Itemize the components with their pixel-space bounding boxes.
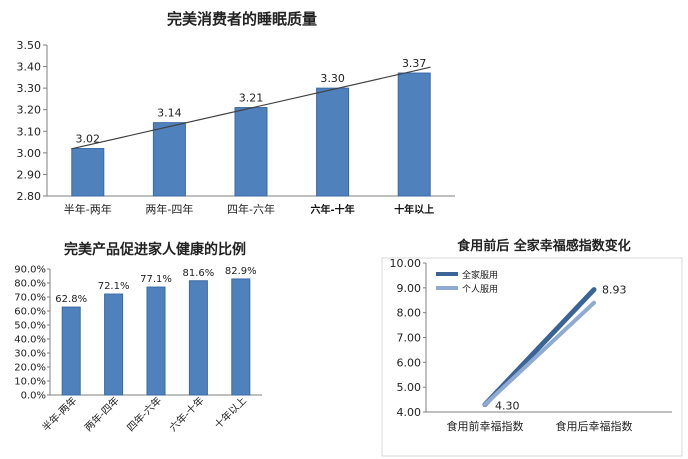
data-label: 8.93 bbox=[602, 284, 627, 297]
data-label: 77.1% bbox=[140, 274, 172, 285]
x-tick-label: 十年以上 bbox=[394, 203, 434, 216]
y-tick-label: 3.30 bbox=[17, 82, 42, 95]
y-tick-label: 9.00 bbox=[397, 282, 422, 295]
x-tick-label: 两年-四年 bbox=[82, 394, 122, 434]
chart-title: 完美产品促进家人健康的比例 bbox=[64, 241, 246, 258]
y-tick-label: 70.0% bbox=[14, 293, 46, 304]
data-label: 62.8% bbox=[55, 294, 87, 305]
y-tick-label: 4.00 bbox=[397, 406, 422, 419]
bar bbox=[152, 122, 186, 197]
y-tick-label: 6.00 bbox=[397, 356, 422, 369]
x-tick-label: 六年-十年 bbox=[166, 394, 206, 434]
y-tick-label: 3.20 bbox=[17, 104, 42, 117]
x-tick-label: 半年-两年 bbox=[64, 202, 112, 216]
data-label: 72.1% bbox=[98, 281, 130, 292]
bar bbox=[188, 280, 208, 396]
y-tick-label: 80.0% bbox=[14, 279, 46, 290]
chart-frame bbox=[381, 257, 683, 457]
trendline bbox=[71, 66, 431, 150]
family-health-ratio-chart: 完美产品促进家人健康的比例 0.0% 10.0% 20.0% 30.0% 40.0% 50… bbox=[14, 241, 262, 434]
y-tick-label: 10.00 bbox=[390, 257, 422, 270]
y-tick-label: 8.00 bbox=[397, 307, 422, 320]
data-label: 4.30 bbox=[495, 400, 520, 413]
bar bbox=[234, 107, 268, 197]
bar bbox=[231, 278, 251, 396]
bar bbox=[71, 148, 105, 197]
bar bbox=[146, 286, 166, 396]
y-tick-label: 90.0% bbox=[14, 265, 46, 276]
y-tick-label: 3.40 bbox=[17, 61, 42, 74]
y-tick-label: 10.0% bbox=[14, 377, 46, 388]
happiness-index-chart: 食用前后 全家幸福感指数变化 4.00 5.00 6.00 7.00 8.00 9.00 1… bbox=[381, 238, 683, 457]
bar bbox=[397, 72, 431, 197]
chart-title: 食用前后 全家幸福感指数变化 bbox=[457, 238, 631, 254]
legend-label: 全家服用 bbox=[462, 269, 498, 281]
y-tick-label: 3.00 bbox=[17, 147, 42, 160]
data-label: 3.02 bbox=[76, 133, 101, 146]
x-tick-label: 两年-四年 bbox=[145, 202, 193, 216]
y-tick-label: 5.00 bbox=[397, 381, 422, 394]
y-tick-label: 3.10 bbox=[17, 125, 42, 138]
y-tick-label: 2.90 bbox=[17, 168, 42, 181]
y-tick-label: 50.0% bbox=[14, 321, 46, 332]
y-tick-label: 7.00 bbox=[397, 332, 422, 345]
plot-area: 2.80 2.90 3.00 3.10 3.20 3.30 3.40 3.50 3.02 半年-两… bbox=[17, 39, 455, 216]
data-label: 82.9% bbox=[225, 266, 257, 277]
sleep-quality-chart: 完美消费者的睡眠质量 2.80 2.90 3.00 3.10 3.20 3.30 3.40 3… bbox=[17, 10, 455, 216]
data-label: 3.30 bbox=[320, 72, 345, 85]
series-line bbox=[483, 300, 596, 407]
data-label: 3.14 bbox=[157, 107, 182, 120]
x-tick-label: 食用前幸福指数 bbox=[447, 419, 524, 433]
bar bbox=[61, 306, 81, 396]
x-tick-label: 十年以上 bbox=[211, 394, 248, 431]
data-label: 81.6% bbox=[183, 268, 215, 279]
chart-title: 完美消费者的睡眠质量 bbox=[167, 10, 317, 28]
plot-area: 0.0% 10.0% 20.0% 30.0% 40.0% 50.0% 60.0% 70.0% 8… bbox=[14, 265, 262, 434]
x-tick-label: 食用后幸福指数 bbox=[556, 419, 633, 433]
legend-label: 个人服用 bbox=[462, 284, 498, 295]
x-tick-label: 六年-十年 bbox=[311, 203, 355, 216]
y-tick-label: 40.0% bbox=[14, 335, 46, 346]
y-tick-label: 2.80 bbox=[17, 190, 42, 203]
y-tick-label: 0.0% bbox=[21, 391, 46, 402]
y-tick-label: 3.50 bbox=[17, 39, 42, 52]
data-label: 3.21 bbox=[239, 92, 264, 105]
bar bbox=[316, 87, 350, 197]
y-tick-label: 60.0% bbox=[14, 307, 46, 318]
x-tick-label: 四年-六年 bbox=[124, 394, 164, 434]
y-tick-label: 20.0% bbox=[14, 363, 46, 374]
x-tick-label: 四年-六年 bbox=[227, 202, 275, 216]
data-label: 3.37 bbox=[402, 57, 427, 70]
bar bbox=[104, 293, 124, 396]
y-tick-label: 30.0% bbox=[14, 349, 46, 360]
